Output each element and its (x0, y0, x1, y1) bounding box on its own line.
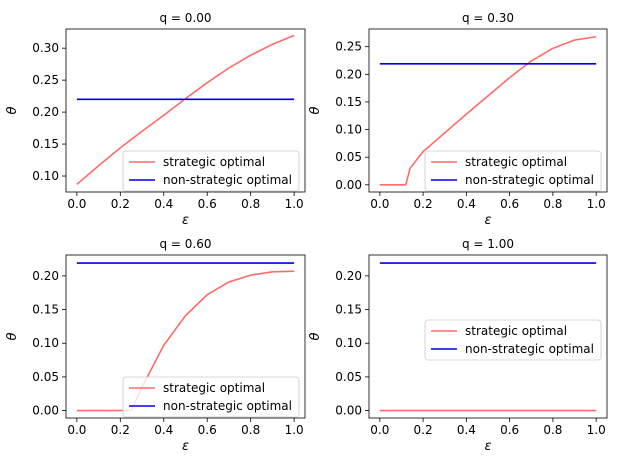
x-tick-label: 0.8 (241, 423, 260, 437)
x-tick-label: 0.6 (500, 423, 519, 437)
legend-label-strategic: strategic optimal (163, 155, 265, 169)
y-tick-label: 0.20 (32, 269, 59, 283)
legend-label-strategic: strategic optimal (465, 155, 567, 169)
subplot-title: q = 0.30 (462, 11, 514, 25)
legend-label-non-strategic: non-strategic optimal (163, 399, 292, 413)
y-tick-label: 0.00 (335, 404, 362, 418)
subplot-4: q = 1.00 0.0 0.2 0.4 0.6 0.8 1.0 0.00 0.05 0.10 0.… (308, 237, 608, 454)
y-tick-label: 0.00 (32, 404, 59, 418)
axes-frame (65, 254, 306, 419)
legend-box (424, 150, 602, 192)
y-tick-label: 0.20 (335, 67, 362, 81)
x-tick-label: 0.8 (241, 197, 260, 211)
x-tick-label: 0.0 (67, 197, 86, 211)
legend: strategic optimal non-strategic optimal (424, 150, 602, 192)
legend-label-strategic: strategic optimal (465, 324, 567, 338)
subplot-title: q = 0.00 (159, 11, 211, 25)
y-axis-label: θ (5, 332, 20, 340)
y-tick-label: 0.15 (335, 303, 362, 317)
x-tick-label: 0.6 (500, 197, 519, 211)
legend-label-non-strategic: non-strategic optimal (465, 342, 594, 356)
x-tick-label: 0.8 (543, 423, 562, 437)
x-tick-label: 0.0 (370, 197, 389, 211)
subplot-title: q = 0.60 (159, 237, 211, 251)
subplot-title: q = 1.00 (462, 237, 514, 251)
y-axis-label: θ (308, 106, 323, 114)
x-tick-label: 0.4 (457, 423, 476, 437)
legend-label-non-strategic: non-strategic optimal (465, 173, 594, 187)
legend: strategic optimal non-strategic optimal (424, 319, 602, 361)
x-axis-label: ε (182, 439, 189, 454)
y-tick-label: 0.25 (32, 73, 59, 87)
x-tick-label: 1.0 (587, 197, 606, 211)
y-tick-label: 0.05 (335, 370, 362, 384)
x-tick-label: 0.4 (154, 197, 173, 211)
y-tick-label: 0.15 (335, 95, 362, 109)
y-tick-label: 0.05 (335, 150, 362, 164)
x-tick-label: 0.6 (198, 423, 217, 437)
x-tick-label: 0.0 (67, 423, 86, 437)
y-tick-label: 0.25 (335, 40, 362, 54)
y-tick-label: 0.20 (32, 105, 59, 119)
y-tick-label: 0.10 (335, 123, 362, 137)
y-axis-label: θ (5, 106, 20, 114)
y-tick-label: 0.00 (335, 178, 362, 192)
y-tick-label: 0.15 (32, 137, 59, 151)
y-tick-label: 0.30 (32, 41, 59, 55)
series-line-strategic (379, 35, 597, 186)
y-tick-label: 0.05 (32, 370, 59, 384)
subplot-2: q = 0.30 0.0 0.2 0.4 0.6 0.8 1.0 0.00 0.05 0.10 0.… (308, 11, 608, 228)
y-tick-label: 0.15 (32, 303, 59, 317)
subplot-3: q = 0.60 0.0 0.2 0.4 0.6 0.8 1.0 0.00 0.05 0.10 0.… (5, 237, 306, 454)
x-tick-label: 1.0 (285, 423, 304, 437)
legend-label-non-strategic: non-strategic optimal (163, 173, 292, 187)
x-tick-label: 0.4 (457, 197, 476, 211)
legend-box (424, 319, 602, 361)
x-axis-label: ε (484, 213, 491, 228)
y-tick-label: 0.20 (335, 269, 362, 283)
legend: strategic optimal non-strategic optimal (122, 376, 300, 418)
legend: strategic optimal non-strategic optimal (122, 150, 300, 192)
x-tick-label: 1.0 (587, 423, 606, 437)
axes-frame (65, 28, 306, 193)
legend-box (122, 150, 300, 192)
x-tick-label: 0.2 (414, 423, 433, 437)
x-tick-label: 0.2 (111, 423, 130, 437)
x-axis-label: ε (182, 213, 189, 228)
y-axis-label: θ (308, 332, 323, 340)
y-tick-label: 0.10 (32, 169, 59, 183)
x-tick-label: 0.6 (198, 197, 217, 211)
legend-box (122, 376, 300, 418)
x-tick-label: 1.0 (285, 197, 304, 211)
x-tick-label: 0.0 (370, 423, 389, 437)
x-tick-label: 0.2 (111, 197, 130, 211)
subplot-1: q = 0.00 0.0 0.2 0.4 0.6 0.8 1.0 0.10 0.15 0.20 0.… (5, 11, 306, 228)
x-tick-label: 0.8 (543, 197, 562, 211)
legend-label-strategic: strategic optimal (163, 381, 265, 395)
y-tick-label: 0.10 (32, 336, 59, 350)
x-tick-label: 0.4 (154, 423, 173, 437)
axes-frame (368, 28, 608, 193)
axes-frame (368, 254, 608, 419)
y-tick-label: 0.10 (335, 336, 362, 350)
x-axis-label: ε (484, 439, 491, 454)
x-tick-label: 0.2 (414, 197, 433, 211)
